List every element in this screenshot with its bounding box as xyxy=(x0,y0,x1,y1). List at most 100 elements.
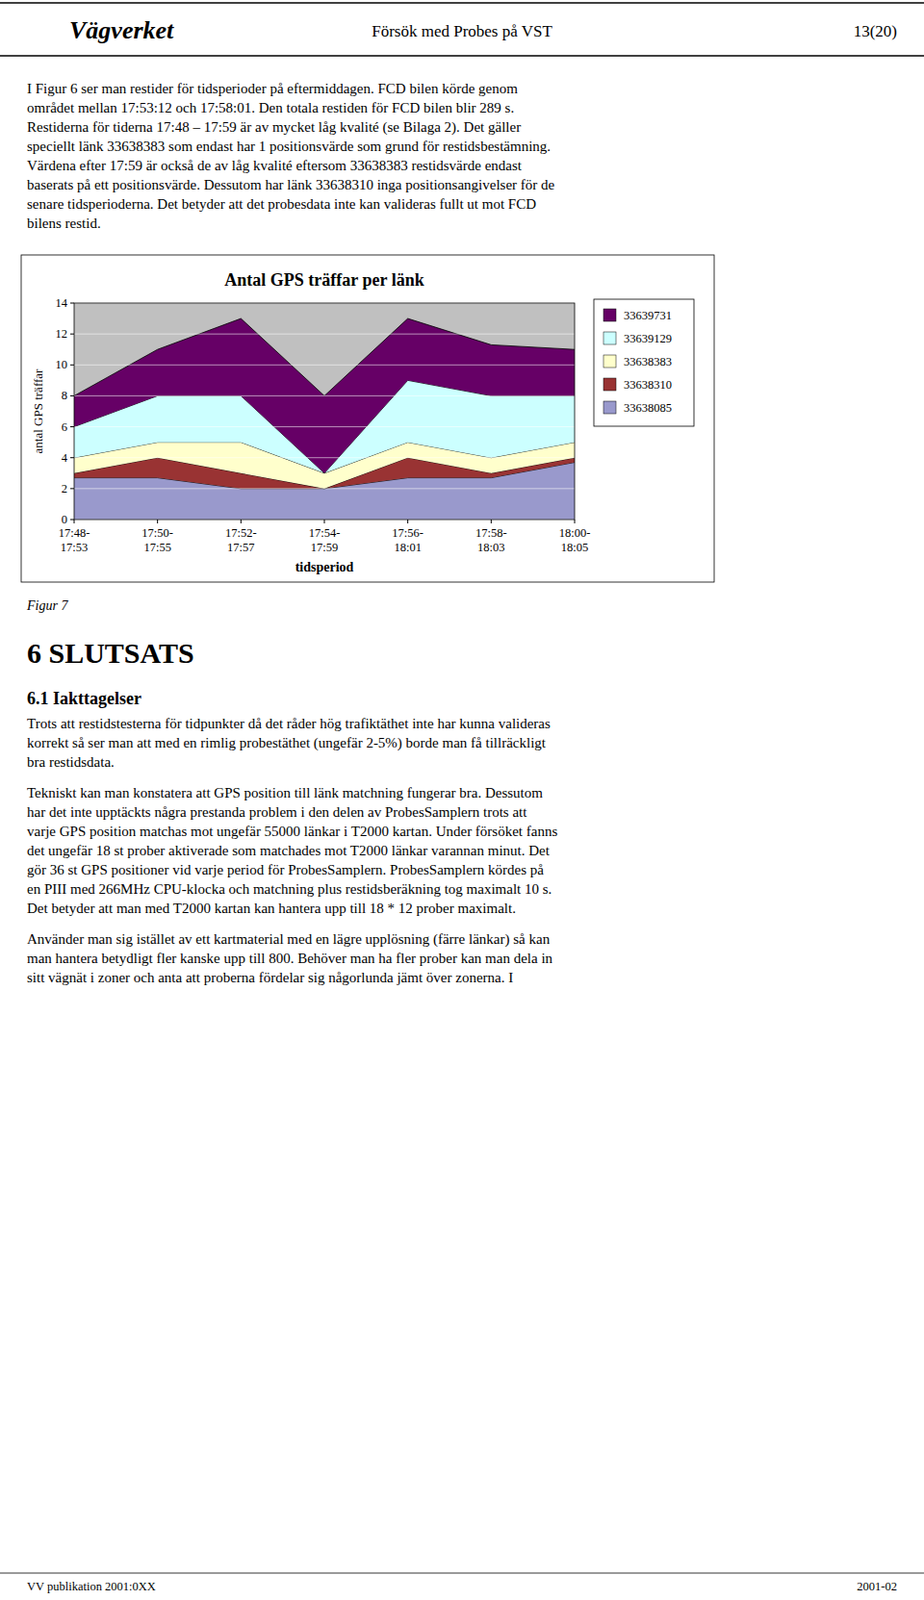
x-tick-label-line: 18:00- xyxy=(559,526,591,540)
body-text: korrekt så ser man att med en rimlig pro… xyxy=(26,735,547,752)
y-tick-label: 2 xyxy=(61,482,68,496)
x-tick xyxy=(407,519,409,524)
grid-line xyxy=(74,426,575,428)
legend-label: 33639129 xyxy=(623,332,672,346)
body-text: I Figur 6 ser man restider för tidsperio… xyxy=(26,80,518,97)
x-tick-label: 18:00-18:05 xyxy=(559,526,591,555)
legend-label: 33639731 xyxy=(623,308,672,323)
body-text: området mellan 17:53:12 och 17:58:01. De… xyxy=(26,100,514,116)
legend-label: 33638310 xyxy=(623,378,672,392)
body-text: bra restidsdata. xyxy=(26,754,115,770)
body-text: har det inte upptäckts några prestanda p… xyxy=(26,804,528,821)
x-tick xyxy=(240,519,242,524)
header-rule xyxy=(0,54,924,57)
y-tick xyxy=(70,333,75,335)
x-tick-label-line: 17:53 xyxy=(60,540,88,555)
y-tick-label: 0 xyxy=(61,513,68,527)
x-tick xyxy=(74,519,76,524)
body-text: en PIII med 266MHz CPU-klocka och matchn… xyxy=(26,881,552,898)
legend-swatch xyxy=(603,401,616,414)
grid-line xyxy=(74,487,575,489)
x-tick xyxy=(156,519,158,524)
x-tick-label: 17:54-17:59 xyxy=(308,526,341,555)
footer-text: VV publikation 2001:0XX xyxy=(26,1580,156,1594)
footer-text: 2001-02 xyxy=(856,1580,898,1594)
y-tick xyxy=(70,487,75,489)
body-text: man hantera betydligt fler kanske upp ti… xyxy=(26,950,554,967)
x-tick-label-line: 17:56- xyxy=(391,526,424,540)
page: Vägverket Försök med Probes på VST 13(20) I… xyxy=(0,0,924,1600)
y-tick-label: 12 xyxy=(55,327,69,341)
x-tick xyxy=(574,519,576,524)
x-tick-label-line: 17:58- xyxy=(475,526,508,540)
area xyxy=(74,318,575,474)
plot-frame xyxy=(74,303,575,520)
header-page: 13(20) xyxy=(853,22,898,41)
chart-title: Antal GPS träffar per länk xyxy=(224,270,424,290)
legend-swatch xyxy=(603,308,616,322)
section-heading: 6.1 Iakttagelser xyxy=(26,689,142,709)
x-tick-label-line: 18:05 xyxy=(561,540,589,555)
y-axis-label: antal GPS träffar xyxy=(30,368,46,455)
x-tick-label: 17:52-17:57 xyxy=(225,526,257,555)
x-tick-label-line: 17:50- xyxy=(141,526,174,540)
grid-line xyxy=(74,364,575,366)
body-text: Trots att restidstesterna för tidpunkter… xyxy=(26,716,551,732)
legend: 33639731 33639129 33638383 33638310 33638085 xyxy=(593,299,694,427)
x-tick xyxy=(490,519,492,524)
logo: Vägverket xyxy=(69,16,175,45)
body-text: senare tidsperioderna. Det betyder att d… xyxy=(26,196,537,212)
body-text: Det betyder att man med T2000 kartan kan… xyxy=(26,900,516,917)
y-tick xyxy=(70,519,75,521)
y-tick xyxy=(70,303,75,305)
y-tick-label: 4 xyxy=(61,451,69,465)
x-tick-label-line: 17:59 xyxy=(310,540,338,555)
legend-frame xyxy=(593,299,694,427)
section-title: 6 SLUTSATS xyxy=(26,637,195,669)
y-tick-label: 14 xyxy=(55,296,69,310)
y-tick xyxy=(70,395,75,397)
legend-label: 33638383 xyxy=(623,355,672,369)
x-tick xyxy=(324,519,326,524)
x-tick-label-line: 17:52- xyxy=(225,526,257,540)
body-text: bilens restid. xyxy=(26,215,102,231)
legend-swatch xyxy=(603,355,616,368)
header-rule xyxy=(0,1,924,4)
body-text: Använder man sig istället av ett kartmat… xyxy=(26,931,551,949)
footer-rule xyxy=(0,1573,924,1575)
x-tick-label-line: 18:03 xyxy=(477,540,505,555)
x-tick-label-line: 17:57 xyxy=(227,540,255,555)
x-tick-label: 17:48-17:53 xyxy=(58,526,91,555)
header-title: Försök med Probes på VST xyxy=(371,22,553,41)
legend-swatch xyxy=(603,332,616,345)
x-tick-label: 17:50-17:55 xyxy=(141,526,174,555)
body-text: det ungefär 18 st prober aktiverade som … xyxy=(26,843,551,859)
legend-label: 33638085 xyxy=(623,401,672,415)
grid-line xyxy=(74,457,575,459)
grid-line xyxy=(74,333,575,335)
y-tick-label: 8 xyxy=(61,388,68,403)
figure-caption: Figur 7 xyxy=(25,598,69,614)
x-tick-label-line: 17:54- xyxy=(308,526,341,540)
plot-area xyxy=(74,318,575,520)
y-tick-label: 6 xyxy=(61,420,68,435)
legend-swatch xyxy=(603,378,616,391)
y-tick-label: 10 xyxy=(55,358,69,372)
x-axis-label: tidsperiod xyxy=(295,560,355,575)
body-text: speciellt länk 33638383 som endast har 1… xyxy=(26,138,551,154)
body-text: gör 36 st GPS positioner vid varje perio… xyxy=(26,862,544,878)
body-text: Tekniskt kan man konstatera att GPS posi… xyxy=(26,785,543,801)
y-tick xyxy=(70,364,75,366)
body-text: baserats på ett positionsvärde. Dessutom… xyxy=(26,177,556,193)
chart-frame xyxy=(21,255,715,583)
grid-line xyxy=(74,395,575,397)
x-tick-label: 17:56-18:01 xyxy=(391,526,424,555)
y-tick xyxy=(70,457,75,459)
x-tick-label-line: 17:48- xyxy=(58,526,91,540)
x-tick-label-line: 17:55 xyxy=(143,540,171,555)
body-text: Värdena efter 17:59 är också de av låg k… xyxy=(26,157,523,174)
x-tick-label: 17:58-18:03 xyxy=(475,526,508,555)
plot-background xyxy=(74,303,575,520)
body-text: sitt vägnät i zoner och anta att probern… xyxy=(26,970,514,986)
body-text: varje GPS position matchas mot ungefär 5… xyxy=(26,823,558,840)
